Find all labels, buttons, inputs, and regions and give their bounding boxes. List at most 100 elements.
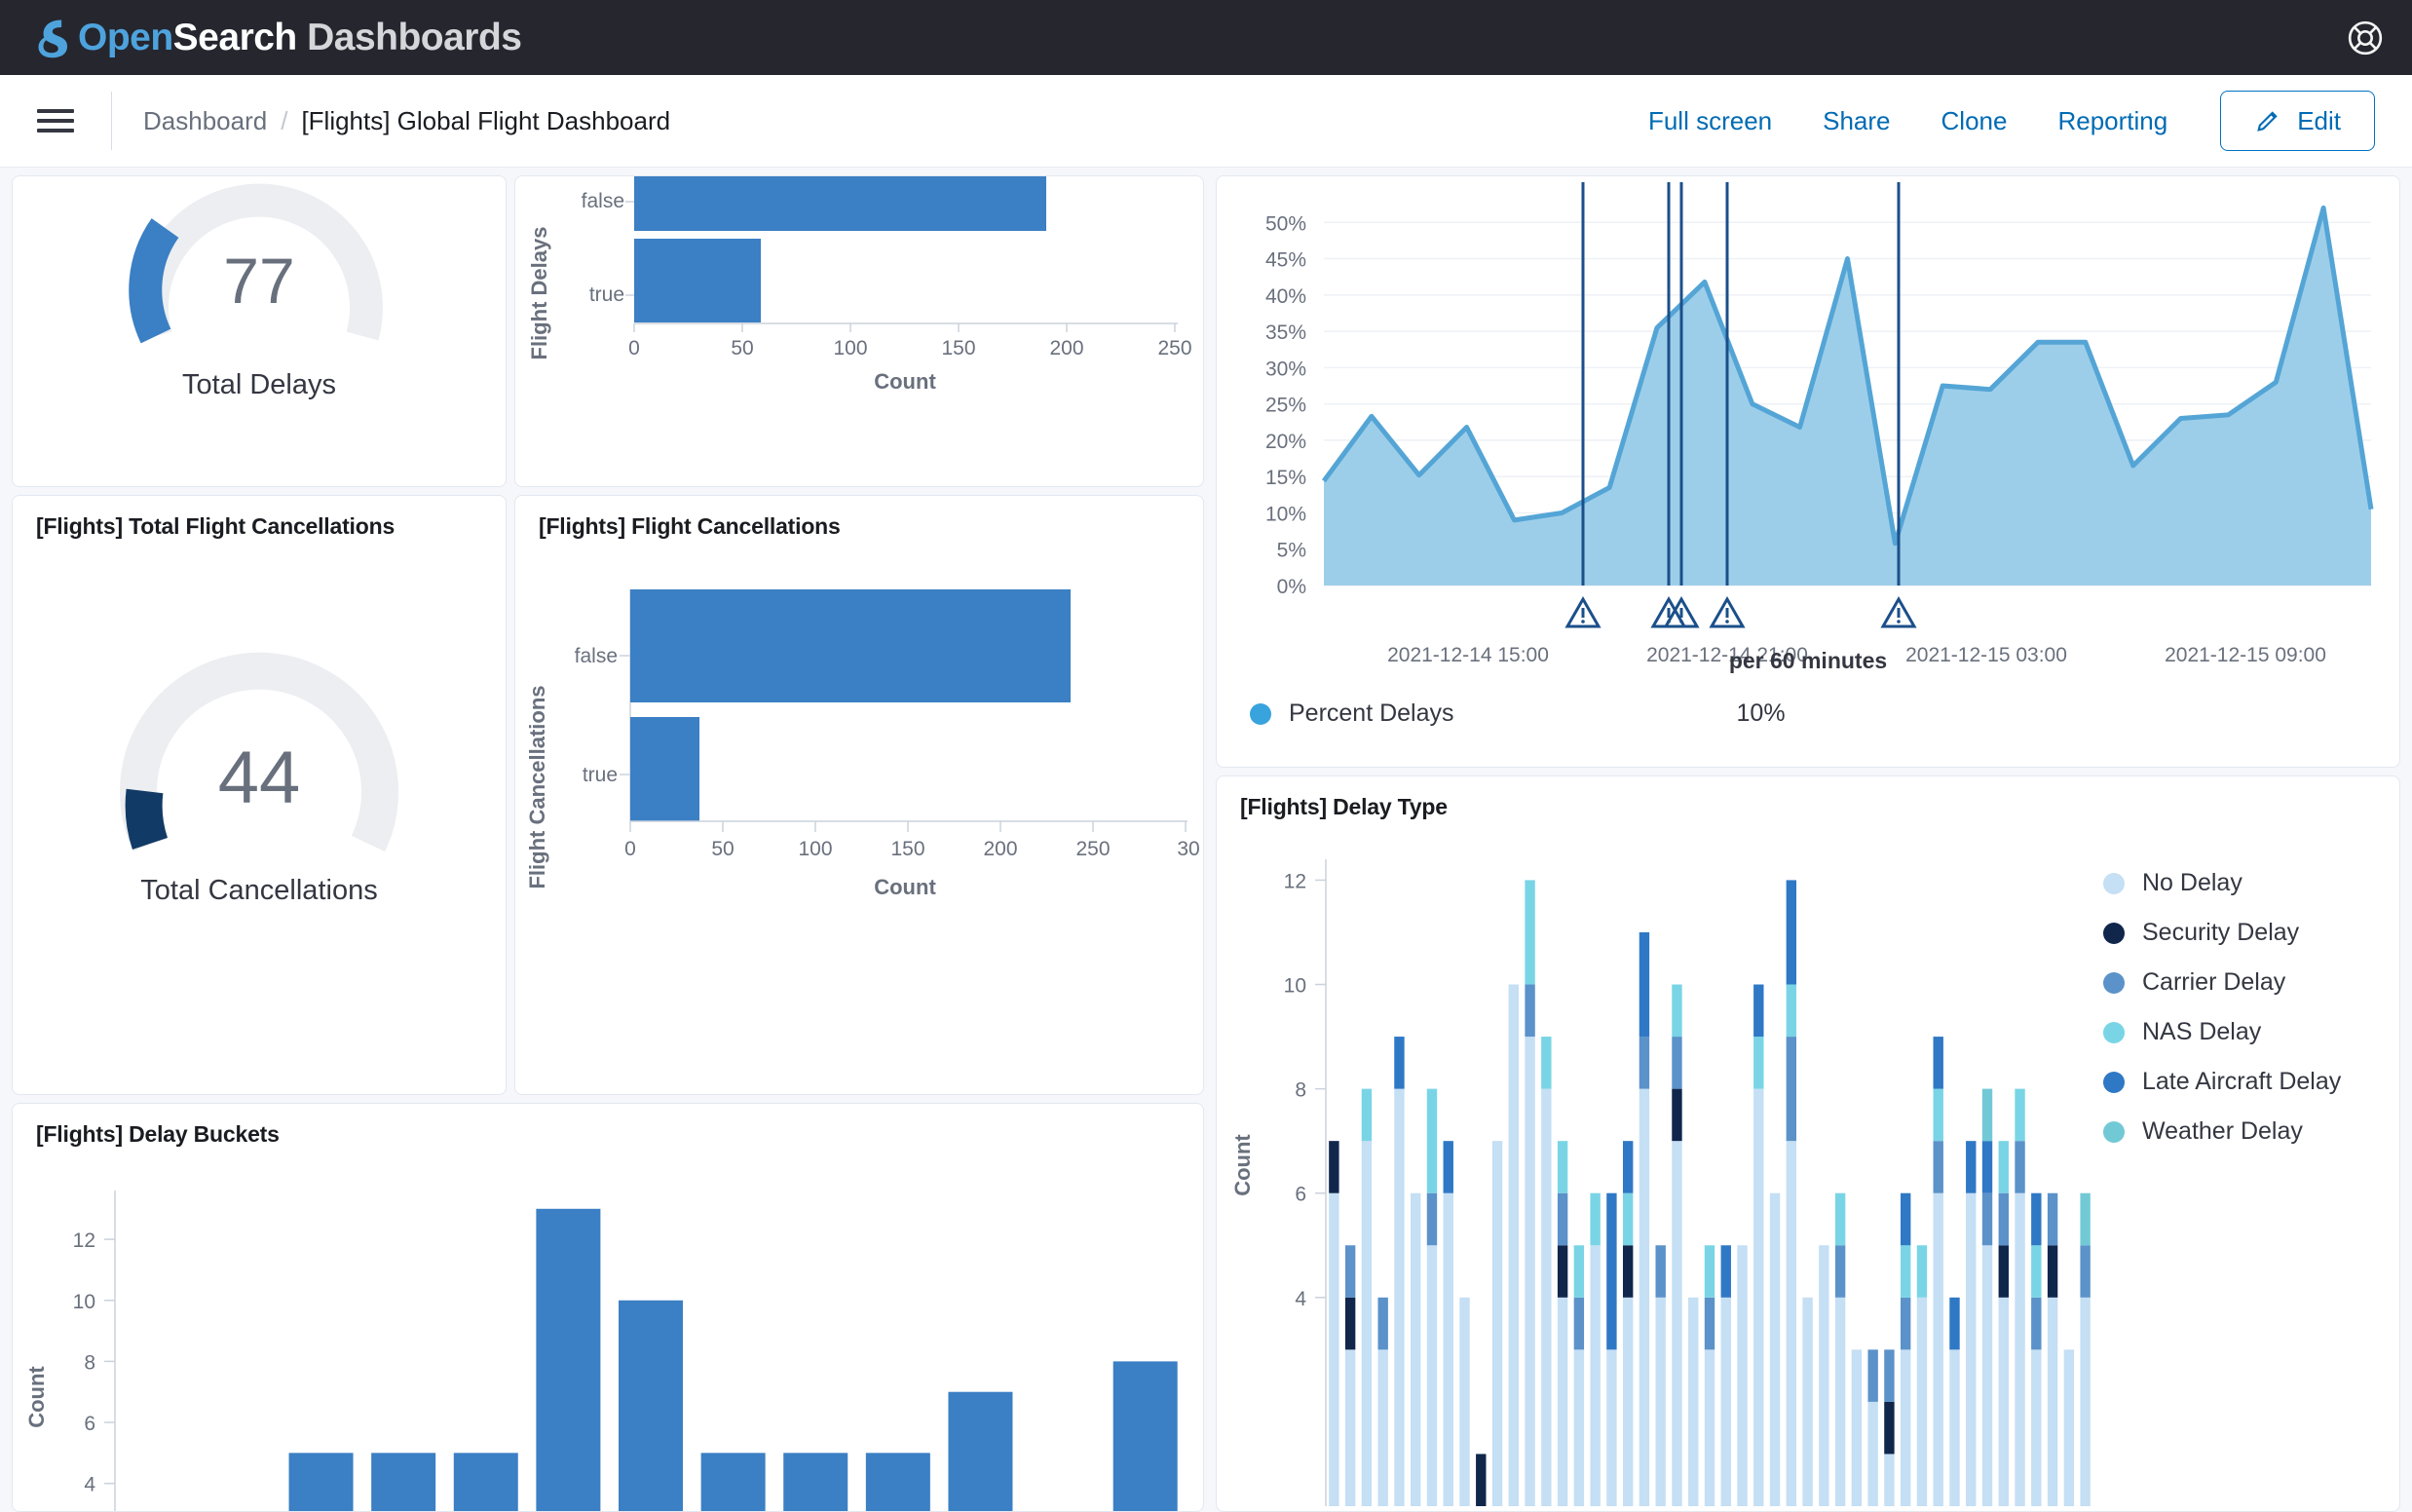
delay-type-bar-segment[interactable] xyxy=(1834,1297,1846,1506)
delay-type-bar-segment[interactable] xyxy=(1900,1245,1911,1298)
delay-type-bar-segment[interactable] xyxy=(2047,1245,2058,1298)
delay-type-bar-segment[interactable] xyxy=(1525,1037,1535,1506)
delay-type-legend-item[interactable]: No Delay xyxy=(2103,869,2341,897)
delay-type-bar-segment[interactable] xyxy=(1476,1454,1487,1506)
delay-type-bar-segment[interactable] xyxy=(1426,1088,1438,1193)
delay-type-bar-segment[interactable] xyxy=(1639,931,1650,1038)
delay-type-bar-segment[interactable] xyxy=(2015,1192,2025,1506)
delay-type-legend-item[interactable]: Weather Delay xyxy=(2103,1117,2341,1146)
delay-bucket-bar[interactable] xyxy=(619,1300,683,1512)
delay-type-bar-segment[interactable] xyxy=(2047,1192,2058,1246)
delay-type-bar-segment[interactable] xyxy=(1426,1192,1438,1246)
delay-type-bar-segment[interactable] xyxy=(1557,1192,1568,1246)
bar-true[interactable] xyxy=(634,239,761,322)
delay-type-bar-segment[interactable] xyxy=(1655,1245,1666,1298)
delay-type-bar-segment[interactable] xyxy=(1655,1297,1666,1506)
delay-type-bar-segment[interactable] xyxy=(1720,1245,1731,1298)
delay-type-bar-segment[interactable] xyxy=(1834,1245,1846,1298)
panel-total-cancellations[interactable]: [Flights] Total Flight Cancellations 44 … xyxy=(12,495,507,1095)
delay-type-bar-segment[interactable] xyxy=(1851,1349,1863,1506)
delay-type-legend-item[interactable]: NAS Delay xyxy=(2103,1018,2341,1046)
delay-type-bar-segment[interactable] xyxy=(2080,1297,2091,1506)
delay-type-bar-segment[interactable] xyxy=(1900,1297,1911,1350)
delay-type-bar-segment[interactable] xyxy=(1590,1245,1601,1506)
delay-type-bar-segment[interactable] xyxy=(2047,1297,2058,1506)
delay-type-bar-segment[interactable] xyxy=(1672,1088,1682,1142)
delay-type-bar-segment[interactable] xyxy=(2080,1192,2091,1246)
delay-type-bar-segment[interactable] xyxy=(1981,1245,1993,1506)
delay-type-bar-segment[interactable] xyxy=(1884,1454,1895,1506)
delay-type-bar-segment[interactable] xyxy=(1933,1037,1943,1089)
delay-type-bar-segment[interactable] xyxy=(1639,1088,1650,1506)
delay-type-bar-segment[interactable] xyxy=(1933,1141,1943,1193)
panel-total-delays[interactable]: 77 Total Delays xyxy=(12,175,507,487)
delay-type-bar-segment[interactable] xyxy=(1998,1297,2009,1506)
delay-type-bar-segment[interactable] xyxy=(1981,1141,1993,1193)
clone-button[interactable]: Clone xyxy=(1916,106,2033,136)
delay-type-bar-segment[interactable] xyxy=(1622,1141,1634,1193)
delay-type-bar-segment[interactable] xyxy=(1786,880,1797,985)
panel-percent-delays[interactable]: 0% 5% 10% 15% 20% 25% 30% 35% 40% 45% 50% 2021-12-… xyxy=(1216,175,2400,768)
delay-type-bar-segment[interactable] xyxy=(1998,1245,2009,1298)
delay-type-bar-segment[interactable] xyxy=(1508,984,1520,1506)
delay-type-bar-segment[interactable] xyxy=(2031,1297,2042,1350)
delay-type-legend-item[interactable]: Late Aircraft Delay xyxy=(2103,1068,2341,1096)
delay-type-bar-segment[interactable] xyxy=(1704,1245,1715,1298)
hamburger-menu-icon[interactable] xyxy=(33,98,78,143)
warning-triangle-icon[interactable] xyxy=(1880,595,1917,628)
delay-type-legend-item[interactable]: Carrier Delay xyxy=(2103,968,2341,997)
delay-type-bar-segment[interactable] xyxy=(1622,1245,1634,1298)
delay-type-legend-item[interactable]: Security Delay xyxy=(2103,919,2341,947)
delay-type-bar-segment[interactable] xyxy=(1704,1297,1715,1350)
delay-type-bar-segment[interactable] xyxy=(1557,1141,1568,1193)
percent-delays-legend[interactable]: Percent Delays 10% xyxy=(1217,699,2399,728)
delay-type-bar-segment[interactable] xyxy=(1704,1349,1715,1506)
delay-type-bar-segment[interactable] xyxy=(1573,1245,1585,1298)
help-circle-icon[interactable] xyxy=(2346,19,2385,57)
delay-type-bar-segment[interactable] xyxy=(1884,1401,1895,1455)
delay-bucket-bar[interactable] xyxy=(783,1453,848,1512)
delay-type-bar-segment[interactable] xyxy=(1525,984,1535,1038)
delay-type-bar-segment[interactable] xyxy=(1443,1192,1453,1506)
breadcrumb-dashboard-link[interactable]: Dashboard xyxy=(143,105,268,135)
delay-type-bar-segment[interactable] xyxy=(1802,1297,1813,1506)
delay-type-bar-segment[interactable] xyxy=(1672,1141,1682,1506)
delay-type-bar-segment[interactable] xyxy=(1933,1192,1943,1506)
delay-type-bar-segment[interactable] xyxy=(1573,1297,1585,1350)
panel-delay-type[interactable]: [Flights] Delay Type Count 4 6 8 10 12 No De… xyxy=(1216,775,2400,1512)
delay-type-bar-segment[interactable] xyxy=(1753,1037,1764,1089)
delay-type-bar-segment[interactable] xyxy=(1361,1141,1373,1506)
delay-type-bar-segment[interactable] xyxy=(1998,1192,2009,1246)
warning-triangle-icon[interactable] xyxy=(1709,595,1746,628)
panel-flight-cancellations[interactable]: [Flights] Flight Cancellations Flight Ca… xyxy=(514,495,1204,1095)
delay-type-bar-segment[interactable] xyxy=(1329,1192,1339,1506)
delay-bucket-bar[interactable] xyxy=(371,1453,436,1512)
delay-type-bar-segment[interactable] xyxy=(1981,1088,1993,1142)
delay-type-bar-segment[interactable] xyxy=(1916,1245,1928,1298)
delay-type-bar-segment[interactable] xyxy=(1541,1088,1552,1506)
delay-bucket-bar[interactable] xyxy=(453,1453,518,1512)
delay-type-bar-segment[interactable] xyxy=(1606,1192,1617,1350)
delay-type-bar-segment[interactable] xyxy=(2080,1245,2091,1298)
delay-type-bar-segment[interactable] xyxy=(1573,1349,1585,1506)
panel-flight-delays[interactable]: Flight Delays false true 0 50 100 150 20… xyxy=(514,175,1204,487)
delay-bucket-bar[interactable] xyxy=(948,1391,1013,1512)
delay-type-bar-segment[interactable] xyxy=(1557,1245,1568,1298)
delay-type-bar-segment[interactable] xyxy=(1900,1192,1911,1246)
delay-type-bar-segment[interactable] xyxy=(1819,1245,1829,1506)
delay-bucket-bar[interactable] xyxy=(288,1453,354,1512)
delay-type-bar-segment[interactable] xyxy=(1916,1297,1928,1506)
delay-type-bar-segment[interactable] xyxy=(1394,1037,1405,1089)
delay-type-bar-segment[interactable] xyxy=(1377,1297,1388,1350)
delay-bucket-bar[interactable] xyxy=(1112,1361,1178,1512)
delay-type-bar-segment[interactable] xyxy=(1672,1037,1682,1089)
delay-type-bar-segment[interactable] xyxy=(1998,1141,2009,1193)
delay-type-bar-segment[interactable] xyxy=(1329,1141,1339,1193)
delay-type-bar-segment[interactable] xyxy=(1769,1192,1781,1506)
delay-type-bar-segment[interactable] xyxy=(1377,1349,1388,1506)
bar-true[interactable] xyxy=(630,717,699,821)
delay-type-bar-segment[interactable] xyxy=(1491,1141,1503,1506)
delay-type-bar-segment[interactable] xyxy=(1981,1192,1993,1246)
delay-type-bar-segment[interactable] xyxy=(1720,1297,1731,1506)
delay-type-bar-segment[interactable] xyxy=(1949,1297,1960,1350)
